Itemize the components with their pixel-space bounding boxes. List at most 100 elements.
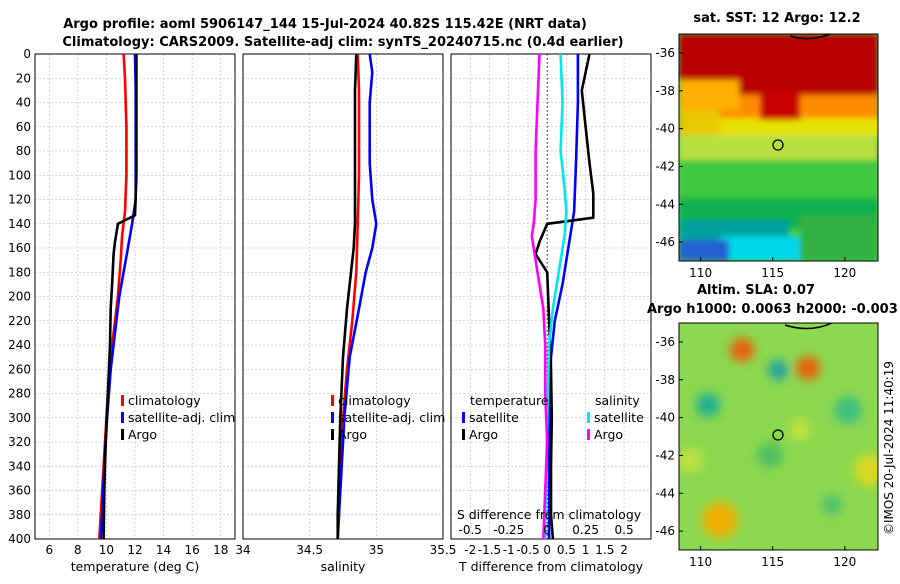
y-tick-label: 80 — [16, 144, 31, 158]
x-tick-label: 0 — [543, 543, 551, 557]
map-y-tick-label: -46 — [655, 524, 675, 538]
panel-frame — [242, 53, 444, 540]
x-tick-label: 0.5 — [557, 543, 576, 557]
map-y-tick-label: -46 — [655, 235, 675, 249]
x-tick-label: 34 — [235, 543, 250, 557]
x-tick-label: -1.5 — [478, 543, 501, 557]
legend-argo-label: Argo — [128, 427, 157, 442]
legend-sal-satellite-swatch — [587, 412, 590, 423]
y-tick-label: 360 — [8, 484, 31, 498]
y-tick-label: 220 — [8, 314, 31, 328]
x-tick-label: 1 — [582, 543, 590, 557]
series-satellite-adj.-clim — [336, 53, 378, 540]
legend-salinity-title: salinity — [595, 393, 640, 408]
map-y-tick-label: -42 — [655, 159, 675, 173]
map-y-tick-label: -40 — [655, 411, 675, 425]
top-tick-label: -0.25 — [493, 523, 524, 537]
x-tick-label: 14 — [156, 543, 171, 557]
panel-difference: -2 -1.5 -1 -0.5 0 0.5 1 1.5 2T difference from c… — [450, 53, 652, 574]
y-tick-label: 140 — [8, 217, 31, 231]
x-tick-label: 34.5 — [296, 543, 323, 557]
x-tick-label: -1 — [503, 543, 515, 557]
x-tick-label: 12 — [127, 543, 142, 557]
y-tick-label: 240 — [8, 338, 31, 352]
y-tick-label: 120 — [8, 193, 31, 207]
x-tick-label: 10 — [99, 543, 114, 557]
legend-argo-swatch — [331, 429, 334, 440]
sla-field — [679, 323, 878, 550]
legend-climatology-swatch — [331, 395, 334, 406]
sla-argo-marker — [772, 429, 784, 441]
profile-panels: 0204060801001201401601802002202402602803… — [8, 47, 652, 574]
map-x-tick-label: 110 — [689, 266, 712, 280]
legend-temp-satellite-label: satellite — [469, 410, 519, 425]
x-tick-label: 8 — [74, 543, 82, 557]
sla-map-title-line1: Altim. SLA: 0.07 — [697, 283, 815, 298]
y-tick-label: 280 — [8, 387, 31, 401]
x-tick-label: -0.5 — [516, 543, 539, 557]
figure-title-line1: Argo profile: aoml 5906147_144 15-Jul-20… — [63, 17, 587, 32]
map-y-tick-label: -38 — [655, 373, 675, 387]
sst-argo-marker — [772, 139, 784, 151]
x-axis-label: salinity — [321, 559, 366, 574]
legend-climatology-label: climatology — [128, 393, 201, 408]
y-tick-label: 260 — [8, 362, 31, 376]
sla-map-title-line2: Argo h1000: 0.0063 h2000: -0.003 — [647, 302, 898, 317]
y-tick-label: 380 — [8, 508, 31, 522]
x-tick-label: 16 — [185, 543, 200, 557]
legend-climatology-label: climatology — [338, 393, 411, 408]
map-x-tick-label: 110 — [689, 555, 712, 569]
sst-map-ticks: 110 115 120 -36 -38 -40 -42 -44 -46 — [655, 46, 856, 280]
y-tick-label: 340 — [8, 459, 31, 473]
legend-sal-satellite-label: satellite — [594, 410, 644, 425]
legend-temp-argo-label: Argo — [469, 427, 498, 442]
y-tick-label: 400 — [8, 532, 31, 546]
map-y-tick-label: -44 — [655, 197, 675, 211]
y-tick-label: 160 — [8, 241, 31, 255]
map-x-tick-label: 120 — [833, 266, 856, 280]
series-temperature-Argo — [534, 53, 595, 540]
x-tick-label: 35.5 — [430, 543, 457, 557]
x-tick-label: -2 — [464, 543, 476, 557]
y-tick-label: 180 — [8, 265, 31, 279]
top-tick-label: 0.25 — [572, 523, 599, 537]
map-y-tick-label: -36 — [655, 46, 675, 60]
y-tick-label: 300 — [8, 411, 31, 425]
legend-sal-argo-label: Argo — [594, 427, 623, 442]
legend-satellite-label: satellite-adj. clim — [128, 410, 235, 425]
top-tick-label: 0 — [543, 523, 551, 537]
x-tick-label: 35 — [369, 543, 384, 557]
series-temperature-satellite — [547, 54, 580, 539]
y-tick-label: 60 — [16, 120, 31, 134]
y-tick-label: 0 — [23, 47, 31, 61]
sla-map-frame — [678, 322, 879, 551]
sst-map: sat. SST: 12 Argo: 12.2 110 115 1 — [655, 11, 879, 280]
sst-field — [679, 34, 878, 261]
legend-satellite-label: satellite-adj. clim — [338, 410, 445, 425]
legend-argo-swatch — [121, 429, 124, 440]
sla-map-ticks: 110 115 120 -36 -38 -40 -42 -44 -46 — [655, 335, 856, 569]
series-Argo — [102, 54, 138, 540]
legend-temperature-title: temperature — [470, 393, 549, 408]
map-y-tick-label: -36 — [655, 335, 675, 349]
panel-temperature: 0 20 40 60 80 100 120 140 160 180 200 220 240 260 280 3… — [8, 47, 236, 574]
y-tick-label: 100 — [8, 168, 31, 182]
figure-title-line2: Climatology: CARS2009. Satellite-adj cli… — [62, 35, 623, 50]
sla-map: Altim. SLA: 0.07 Argo h1000: 0.0063 h200… — [647, 283, 898, 569]
x-axis-label: T difference from climatology — [458, 559, 644, 574]
map-y-tick-label: -42 — [655, 448, 675, 462]
x-tick-label: 18 — [213, 543, 228, 557]
map-y-tick-label: -40 — [655, 122, 675, 136]
y-tick-label: 40 — [16, 96, 31, 110]
map-x-tick-label: 115 — [761, 555, 784, 569]
legend-sal-argo-swatch — [587, 429, 590, 440]
panel-frame — [450, 53, 652, 540]
imos-credit: ©IMOS 20-Jul-2024 11:40:19 — [882, 361, 896, 535]
legend-argo-label: Argo — [338, 427, 367, 442]
x-tick-label: 1.5 — [595, 543, 614, 557]
y-tick-label: 20 — [16, 71, 31, 85]
series-salinity-Argo — [530, 53, 549, 540]
y-tick-label: 200 — [8, 290, 31, 304]
legend-satellite-swatch — [121, 412, 124, 423]
map-y-tick-label: -38 — [655, 84, 675, 98]
